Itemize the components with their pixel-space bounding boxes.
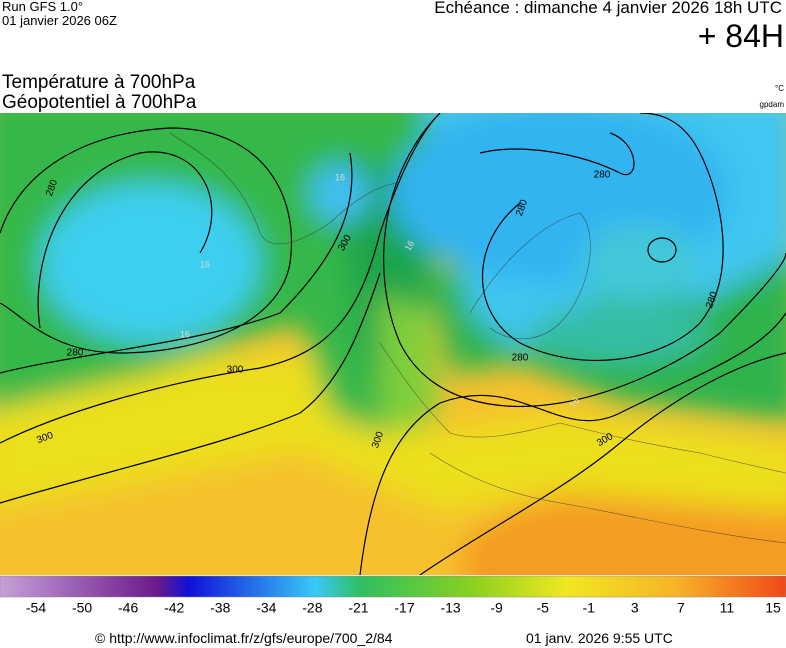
colorbar-label: -34 <box>256 600 276 615</box>
colorbar-label: -54 <box>26 600 46 615</box>
footer-source: © http://www.infoclimat.fr/z/gfs/europe/… <box>95 630 393 646</box>
lead-time: + 84H <box>697 18 784 54</box>
contour-label: 16 <box>403 239 417 253</box>
colorbar-label: -42 <box>164 600 184 615</box>
title-geopotential: Géopotentiel à 700hPa <box>2 92 197 113</box>
contour-label: 16 <box>567 396 581 410</box>
contour-label: 280 <box>512 353 529 364</box>
title-temperature: Température à 700hPa <box>2 72 196 93</box>
contour-label: 16 <box>335 172 345 182</box>
run-label: Run GFS 1.0° <box>2 0 84 14</box>
colorbar-label: -17 <box>394 600 414 615</box>
colorbar-label: 7 <box>677 600 685 615</box>
forecast-time: Echéance : dimanche 4 janvier 2026 18h U… <box>434 0 782 17</box>
colorbar-label: -46 <box>118 600 138 615</box>
colorbar-label: -9 <box>490 600 503 615</box>
contour-label: 280 <box>594 170 611 181</box>
contour-label: 16 <box>200 259 210 269</box>
unit-temperature: °C <box>775 84 784 93</box>
colorbar-label: -50 <box>72 600 92 615</box>
colorbar-label: -28 <box>302 600 322 615</box>
contour-label: 300 <box>227 365 244 376</box>
colorbar-label: -5 <box>536 600 549 615</box>
colorbar-label: 15 <box>765 600 781 615</box>
run-date: 01 janvier 2026 06Z <box>2 13 117 28</box>
colorbar-label: -13 <box>440 600 460 615</box>
colorbar-label: -38 <box>210 600 230 615</box>
colorbar-scale <box>0 575 786 598</box>
temperature-field <box>0 113 786 575</box>
colorbar-label: -1 <box>583 600 596 615</box>
colorbar: -54 -50 -46 -42 -38 -34 -28 -21 -17 -13 -9 -5 -1 3 7 11… <box>0 575 786 615</box>
unit-geopotential: gpdam <box>759 100 784 109</box>
colorbar-label: 11 <box>720 600 735 615</box>
colorbar-label: -21 <box>348 600 368 615</box>
contour-label: 16 <box>180 329 190 339</box>
geopotential-contours <box>0 113 786 575</box>
footer-generated: 01 janv. 2026 9:55 UTC <box>526 630 673 646</box>
coastlines <box>169 132 786 544</box>
colorbar-label: 3 <box>631 600 639 615</box>
contour-label: 280 <box>67 348 84 359</box>
